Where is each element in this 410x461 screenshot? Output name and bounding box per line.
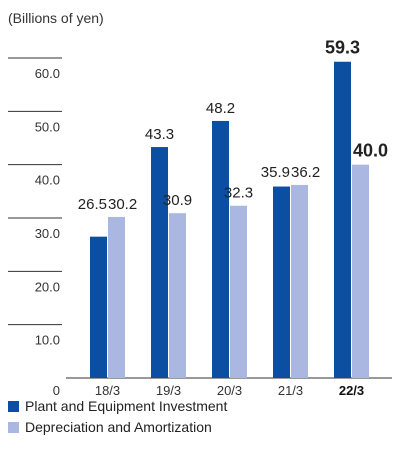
legend-label-plant-equipment: Plant and Equipment Investment [25, 398, 228, 414]
data-label-plant-equipment: 59.3 [325, 38, 360, 58]
bar-depreciation [352, 164, 369, 378]
bar-plant-equipment [212, 120, 229, 378]
legend-swatch-depreciation [8, 421, 19, 433]
data-label-plant-equipment: 48.2 [206, 100, 235, 117]
data-label-depreciation: 30.2 [108, 196, 137, 213]
bar-depreciation [291, 184, 308, 378]
y-tick-label: 20.0 [35, 279, 60, 294]
legend-item-plant-equipment: Plant and Equipment Investment [8, 398, 227, 414]
bar-plant-equipment [334, 61, 351, 378]
y-tick-label: 60.0 [35, 66, 60, 81]
y-tick-label: 10.0 [35, 333, 60, 348]
data-label-depreciation: 36.2 [291, 164, 320, 181]
unit-label: (Billions of yen) [8, 10, 104, 26]
legend-swatch-plant-equipment [8, 400, 19, 412]
bar-depreciation [108, 216, 125, 378]
y-tick-label: 40.0 [35, 173, 60, 188]
category-label: 19/3 [156, 383, 181, 398]
data-label-plant-equipment: 26.5 [78, 196, 107, 213]
bar-depreciation [169, 213, 186, 378]
data-label-depreciation: 30.9 [163, 192, 192, 209]
legend-item-depreciation: Depreciation and Amortization [8, 419, 212, 435]
y-tick-label: 0 [53, 383, 60, 398]
bar-depreciation [230, 205, 247, 378]
data-label-plant-equipment: 35.9 [261, 164, 290, 181]
bar-plant-equipment [90, 236, 107, 378]
category-label: 22/3 [339, 383, 364, 398]
category-label: 18/3 [95, 383, 120, 398]
data-label-depreciation: 32.3 [224, 185, 253, 202]
data-label-depreciation: 40.0 [353, 141, 388, 161]
data-label-plant-equipment: 43.3 [145, 126, 174, 143]
bar-plant-equipment [151, 147, 168, 378]
category-label: 21/3 [278, 383, 303, 398]
bar-plant-equipment [273, 186, 290, 378]
legend-label-depreciation: Depreciation and Amortization [25, 419, 212, 435]
y-tick-label: 30.0 [35, 226, 60, 241]
y-tick-label: 50.0 [35, 119, 60, 134]
category-label: 20/3 [217, 383, 242, 398]
